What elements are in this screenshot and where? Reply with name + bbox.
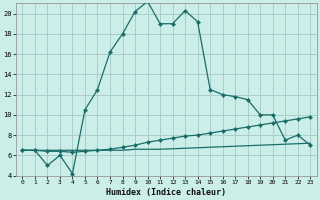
X-axis label: Humidex (Indice chaleur): Humidex (Indice chaleur)	[106, 188, 226, 197]
